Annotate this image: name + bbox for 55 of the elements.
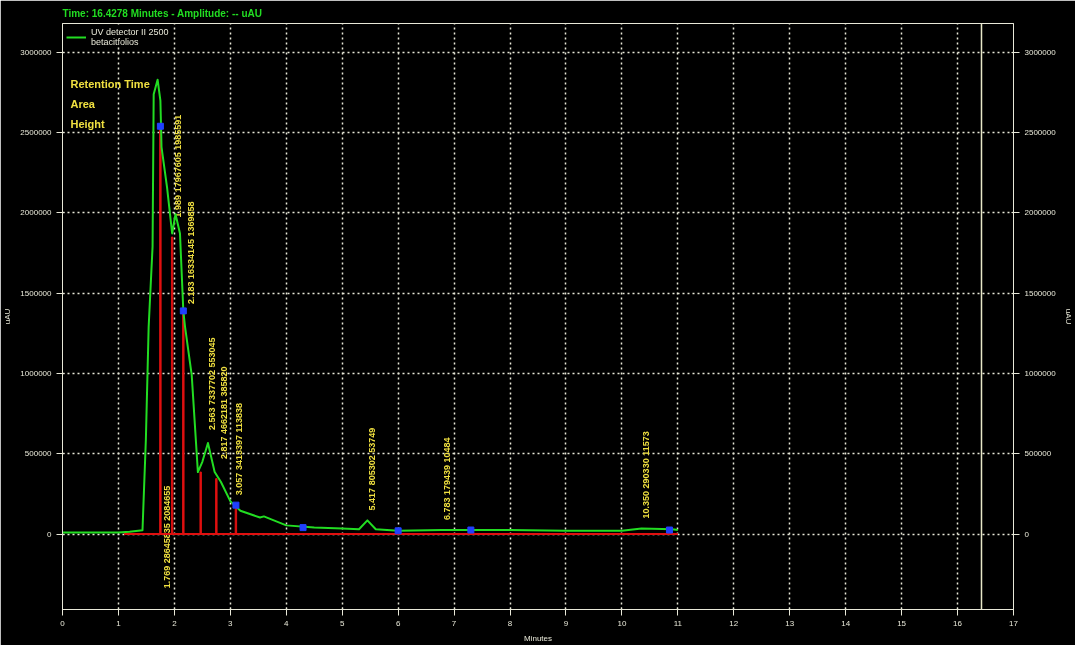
x-tick-label: 13 (785, 618, 795, 628)
annotation: 10.350 290330 11573 (641, 431, 652, 519)
point (299, 524, 307, 532)
annotation: Area (70, 97, 96, 110)
annotation: Retention Time (70, 77, 150, 90)
y-tick-label: 500000 (24, 449, 53, 459)
y-tick-label: 1500000 (20, 288, 53, 298)
point (179, 307, 187, 315)
x-tick-label: 6 (395, 618, 401, 628)
annotation: 2.563 7337702 553045 (206, 337, 217, 431)
y-tick-label: 0 (47, 529, 53, 539)
annotation: 6.783 179439 10484 (441, 437, 452, 521)
x-tick-label: 3 (228, 618, 234, 628)
x-tick-label: 14 (841, 618, 851, 628)
point (665, 526, 673, 534)
y-tick-label: 2000000 (20, 208, 53, 218)
y2-axis-title: uAU (1063, 308, 1073, 325)
annotation: 2.817 4662181 385820 (219, 366, 230, 460)
x-tick-label: 15 (897, 618, 907, 628)
point (156, 122, 164, 130)
x-tick-label: 16 (953, 618, 963, 628)
x-tick-label: 0 (60, 618, 66, 628)
annotation: 3.057 3413397 113838 (233, 403, 244, 496)
x-tick-label: 12 (729, 618, 739, 628)
y2-tick-label: 2000000 (1024, 208, 1057, 218)
x-tick-label: 10 (617, 618, 627, 628)
y2-tick-label: 500000 (1024, 449, 1052, 459)
y-tick-label: 3000000 (20, 47, 53, 57)
x-tick-label: 8 (507, 618, 513, 628)
point (394, 527, 402, 535)
y-tick-label: 1000000 (20, 368, 53, 378)
annotation: Height (70, 117, 106, 130)
chart-title: Time: 16.4278 Minutes - Amplitude: -- uAU (62, 7, 262, 19)
x-tick-label: 9 (563, 618, 569, 628)
annotation: 1.989 17967605 1985591 (173, 114, 184, 218)
annotation: 5.417 805302 53749 (367, 427, 378, 511)
x-tick-label: 5 (339, 618, 345, 628)
point (467, 526, 475, 534)
x-axis-title: Minutes (523, 633, 553, 643)
y2-tick-label: 3000000 (1024, 47, 1057, 57)
y-tick-label: 2500000 (20, 128, 53, 138)
x-tick-label: 1 (116, 618, 122, 628)
x-tick-label: 11 (673, 618, 683, 628)
y2-tick-label: 1000000 (1024, 368, 1057, 378)
x-tick-label: 2 (172, 618, 178, 628)
x-tick-label: 7 (451, 618, 457, 628)
y2-tick-label: 1500000 (1024, 288, 1057, 298)
point (232, 501, 240, 509)
legend-label: UV detector II 2500 betacitfolios (91, 27, 169, 47)
x-tick-label: 17 (1009, 618, 1019, 628)
x-tick-label: 4 (284, 618, 290, 628)
y-axis-title: uAU (3, 308, 13, 325)
y2-tick-label: 0 (1024, 529, 1030, 539)
y2-tick-label: 2500000 (1024, 128, 1057, 138)
annotation: 2.183 16334145 1369858 (185, 201, 196, 305)
